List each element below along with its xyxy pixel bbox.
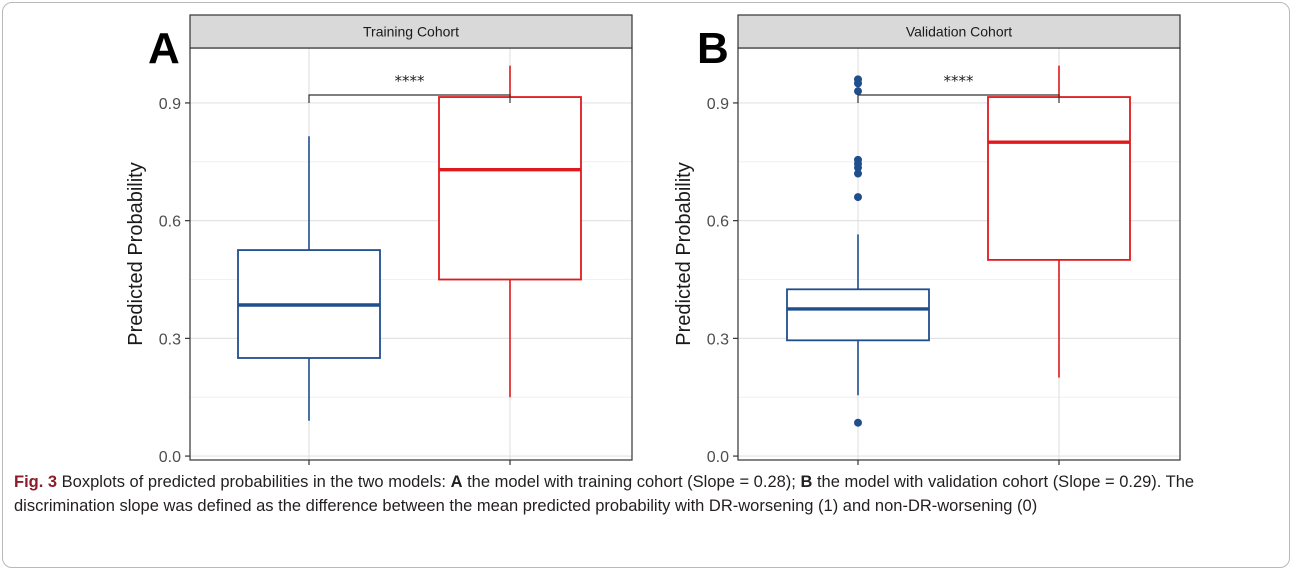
y-tick-label: 0.0 — [707, 449, 729, 466]
y-axis-title: Predicted Probability — [673, 162, 695, 345]
box-category-0 — [237, 136, 381, 421]
y-tick-label: 0.6 — [707, 214, 729, 231]
significance-label: **** — [944, 72, 975, 90]
box-category-1 — [987, 65, 1131, 378]
y-tick-label: 0.9 — [159, 96, 181, 113]
iqr-box — [438, 96, 582, 281]
outlier-point — [854, 169, 862, 178]
facet-title: Validation Cohort — [906, 24, 1012, 40]
y-tick-label: 0.9 — [707, 96, 729, 113]
y-tick-label: 0.3 — [707, 331, 729, 348]
significance-bracket — [857, 94, 1060, 103]
facet-title: Training Cohort — [363, 24, 459, 40]
caption-panel-a: A — [450, 473, 463, 491]
caption-panel-b: B — [800, 473, 813, 491]
iqr-box — [987, 96, 1131, 261]
box-category-0 — [786, 75, 930, 427]
panel-letter: A — [148, 24, 180, 73]
figure-label: Fig. 3 — [14, 473, 58, 491]
y-tick-label: 0.0 — [159, 449, 181, 466]
boxplot-figure: ****Training Cohort0.00.30.60.901Predict… — [125, 14, 1181, 466]
facet-strip — [737, 14, 1181, 49]
outlier-point — [854, 418, 862, 427]
outlier-point — [854, 155, 862, 164]
y-tick-label: 0.6 — [159, 214, 181, 231]
outlier-point — [854, 193, 862, 202]
panel-letter: B — [697, 24, 729, 73]
outlier-point — [854, 87, 862, 96]
figure-caption: Fig. 3 Boxplots of predicted probabiliti… — [14, 470, 1276, 518]
caption-text-2: the model with training cohort (Slope = … — [462, 473, 801, 491]
significance-label: **** — [395, 72, 426, 90]
caption-text-3: the model with validation cohort (Slope … — [14, 473, 1195, 515]
outlier-point — [854, 75, 862, 84]
box-category-1 — [438, 65, 582, 398]
y-axis-title: Predicted Probability — [125, 162, 147, 345]
significance-bracket — [308, 94, 511, 103]
panel-b: ****Validation Cohort0.00.30.60.901Predi… — [673, 14, 1181, 466]
iqr-box — [786, 288, 930, 342]
caption-text-1: Boxplots of predicted probabilities in t… — [57, 473, 451, 491]
facet-strip — [189, 14, 633, 49]
y-tick-label: 0.3 — [159, 331, 181, 348]
panel-a: ****Training Cohort0.00.30.60.901Predict… — [125, 14, 633, 466]
